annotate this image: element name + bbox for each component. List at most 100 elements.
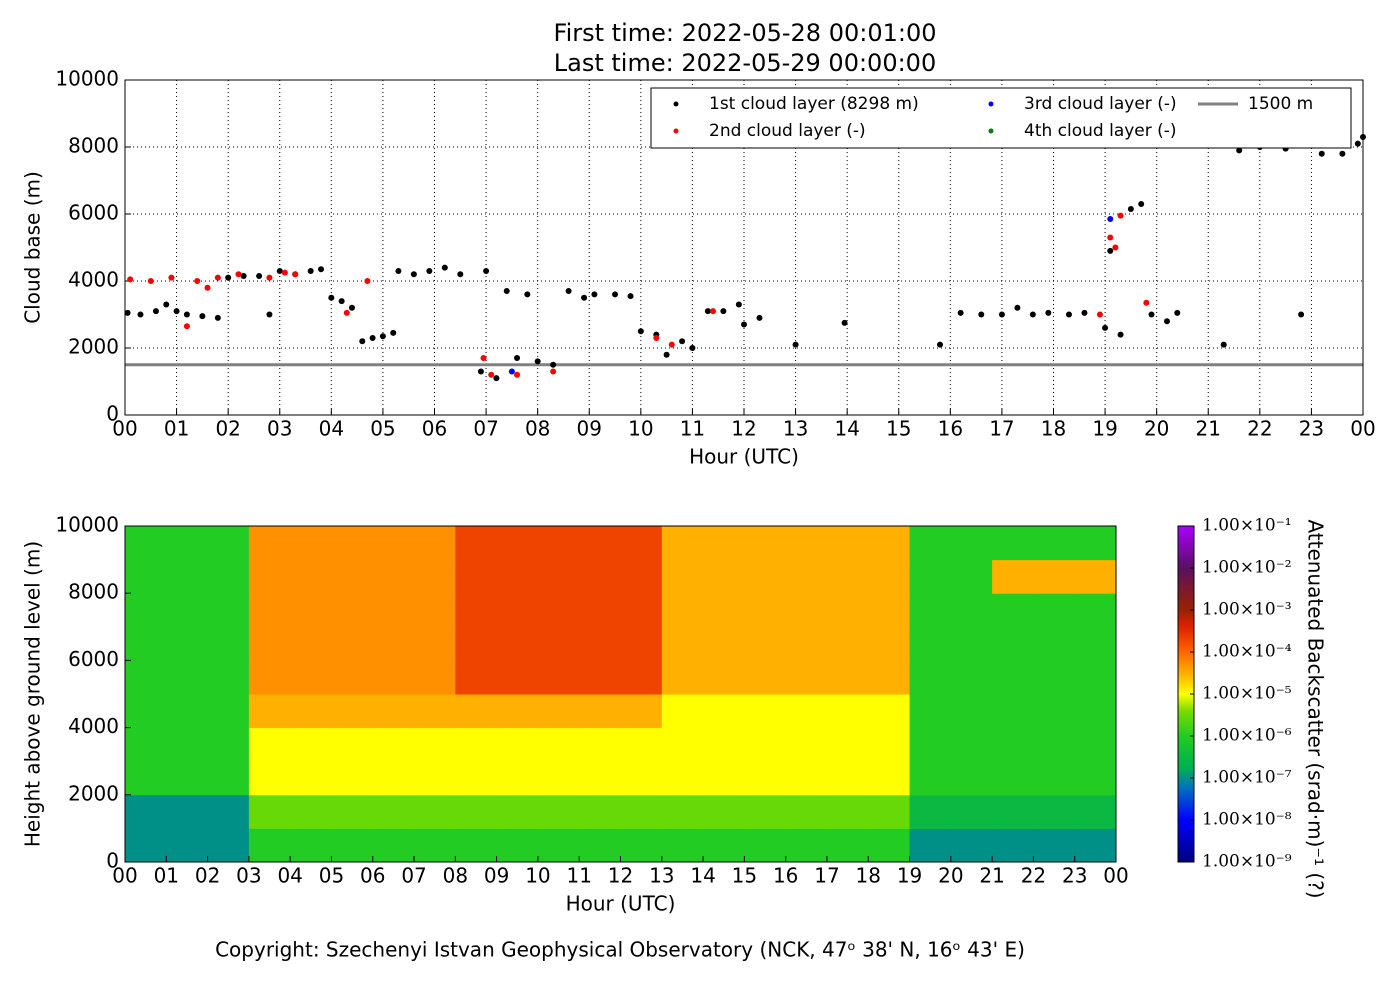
heatmap-cell	[125, 593, 167, 628]
cloud-point	[173, 308, 180, 315]
x-tick-label: 03	[236, 864, 261, 888]
heatmap-cell	[661, 626, 704, 661]
cloud-point	[127, 276, 134, 283]
x-tick-label: 10	[525, 864, 550, 888]
heatmap-cell	[826, 660, 869, 695]
heatmap-cell	[620, 828, 663, 863]
heatmap-cell	[826, 727, 869, 762]
subtitle: Last time: 2022-05-29 00:00:00	[554, 49, 936, 77]
heatmap-cell	[166, 660, 209, 695]
heatmap-cell	[372, 694, 415, 729]
cloud-point	[379, 333, 386, 340]
cloud-point	[199, 313, 206, 320]
heatmap-cell	[661, 660, 704, 695]
heatmap-cell	[166, 626, 209, 661]
heatmap-cell	[661, 828, 704, 863]
heatmap-cell	[785, 761, 828, 796]
heatmap-cell	[290, 593, 332, 628]
heatmap-cell	[248, 694, 291, 729]
heatmap-cell	[744, 794, 787, 829]
heatmap-cell	[1033, 593, 1076, 628]
heatmap-cell	[331, 526, 374, 561]
heatmap-cell	[909, 559, 952, 594]
heatmap-cell	[992, 727, 1034, 762]
heatmap-cell	[414, 727, 456, 762]
x-tick-label: 20	[938, 864, 963, 888]
heatmap-cell	[414, 761, 456, 796]
cloud-point	[756, 314, 763, 321]
x-tick-label: 00	[1350, 417, 1375, 441]
cloud-point	[1107, 216, 1114, 223]
cloud-point	[1318, 150, 1325, 157]
heatmap-cell	[703, 660, 745, 695]
x-tick-label: 06	[360, 864, 385, 888]
cloud-point	[612, 291, 619, 298]
heatmap-cell	[537, 526, 580, 561]
heatmap-cell	[868, 828, 911, 863]
heatmap-cell	[620, 694, 663, 729]
heatmap-cell	[166, 593, 209, 628]
heatmap-cell	[1074, 794, 1117, 829]
heatmap-cell	[455, 727, 498, 762]
cloud-point	[204, 284, 211, 291]
heatmap-cell	[372, 593, 415, 628]
heatmap-cell	[1074, 559, 1117, 594]
cloud-point	[281, 269, 288, 276]
cloud-point	[1143, 299, 1150, 306]
cloud-point	[741, 321, 747, 328]
heatmap-cell	[950, 593, 993, 628]
heatmap-cell	[950, 727, 993, 762]
heatmap-cell	[248, 761, 291, 796]
plot-frame	[124, 525, 1117, 863]
heatmap-cell	[248, 526, 291, 561]
x-tick-label: 00	[112, 864, 137, 888]
cloud-point	[550, 368, 557, 375]
x-tick-label: 05	[370, 417, 395, 441]
heatmap-cell	[414, 626, 456, 661]
heatmap-cell	[579, 626, 621, 661]
heatmap-cell	[703, 794, 745, 829]
heatmap-cell	[166, 559, 209, 594]
heatmap-cell	[207, 694, 250, 729]
heatmap-cell	[290, 761, 332, 796]
heatmap-cell	[455, 559, 498, 594]
x-axis-label: Hour (UTC)	[566, 892, 676, 916]
heatmap-cell	[125, 626, 167, 661]
heatmap-cell	[537, 727, 580, 762]
heatmap-cell	[372, 761, 415, 796]
cloud-point	[488, 371, 495, 378]
cloud-point	[183, 311, 190, 318]
heatmap-cell	[455, 660, 498, 695]
x-tick-label: 09	[577, 417, 602, 441]
heatmap-cell	[248, 626, 291, 661]
cloud-point	[668, 341, 675, 348]
heatmap-cell	[207, 727, 250, 762]
cloud-point	[1148, 311, 1155, 318]
y-tick-label: 6000	[68, 201, 119, 225]
x-tick-label: 00	[112, 417, 137, 441]
heatmap-cell	[992, 761, 1034, 796]
heatmap-cell	[868, 626, 911, 661]
heatmap-cell	[290, 559, 332, 594]
heatmap-cell	[620, 626, 663, 661]
heatmap-cell	[331, 794, 374, 829]
heatmap-cell	[125, 761, 167, 796]
heatmap-cell	[414, 794, 456, 829]
heatmap-cell	[1074, 828, 1117, 863]
heatmap-cell	[909, 761, 952, 796]
colorbar-tick-label: 1.00×10⁻⁷	[1202, 768, 1292, 788]
heatmap-cell	[703, 559, 745, 594]
heatmap-cell	[331, 828, 374, 863]
heatmap-cell	[744, 694, 787, 729]
heatmap-cell	[537, 559, 580, 594]
y-tick-label: 8000	[68, 580, 119, 604]
heatmap-cell	[207, 626, 250, 661]
x-tick-label: 18	[1041, 417, 1066, 441]
heatmap-cell	[785, 626, 828, 661]
colorbar-tick-label: 1.00×10⁻⁹	[1202, 852, 1292, 872]
heatmap-cell	[992, 660, 1034, 695]
heatmap-cell	[414, 526, 456, 561]
cloud-point	[1117, 212, 1124, 219]
cloud-point	[735, 301, 742, 308]
cloud-point	[364, 278, 371, 284]
